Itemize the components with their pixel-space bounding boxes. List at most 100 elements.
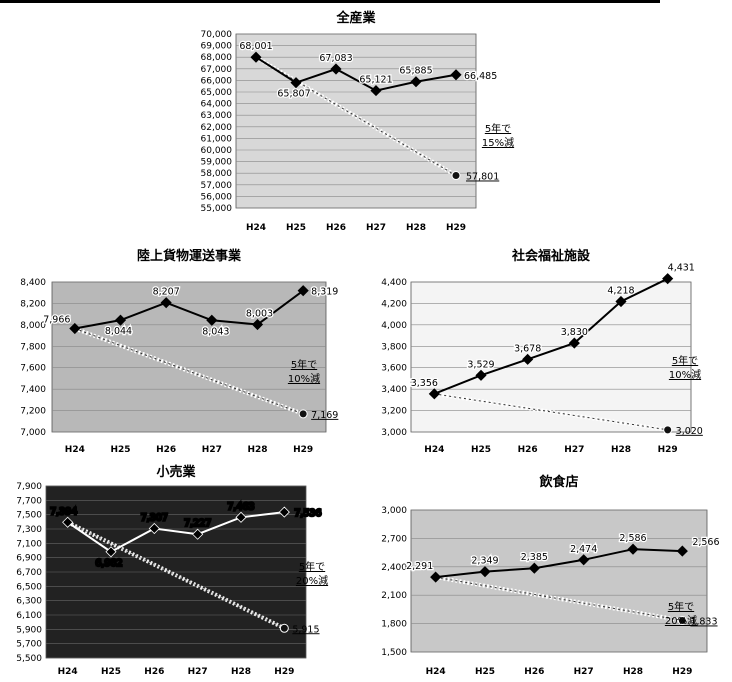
y-tick-label: 4,400 — [381, 278, 407, 288]
target-point — [677, 615, 687, 625]
data-point — [251, 318, 264, 331]
y-tick-label: 6,900 — [16, 554, 42, 564]
data-point — [69, 322, 81, 335]
x-tick-label: H29 — [293, 445, 313, 455]
data-label: 2,566 — [692, 537, 719, 548]
x-tick-label: H27 — [366, 223, 386, 233]
data-label: 65,885 — [399, 66, 432, 77]
data-point — [278, 506, 290, 518]
y-tick-label: 57,000 — [201, 181, 233, 191]
y-tick-label: 3,800 — [381, 342, 407, 352]
data-point — [206, 314, 218, 326]
x-tick-label: H28 — [611, 445, 631, 455]
chart-restaurants: 飲食店 1,500 1,800 2,100 2,400 2,700 3,000 H24 H25 H… — [365, 460, 732, 682]
data-label: 2,385 — [521, 552, 548, 563]
x-tick-label: H25 — [471, 445, 491, 455]
y-tick-label: 7,400 — [20, 385, 46, 395]
plot-area — [235, 33, 477, 209]
x-tick-label: H24 — [424, 445, 444, 455]
data-label: 65,807 — [277, 89, 310, 100]
y-tick-label: 56,000 — [201, 192, 233, 202]
chart-svg-social-welfare: 社会福祉施設 3,000 3,200 3,400 3,600 3,800 4,000 4,20… — [381, 248, 703, 455]
data-label: 65,121 — [359, 75, 392, 86]
data-point — [676, 545, 688, 557]
x-tick-label: H27 — [564, 445, 584, 455]
data-point — [568, 337, 580, 349]
data-point — [330, 63, 342, 75]
data-label: 8,003 — [246, 309, 273, 320]
y-tick-label: 1,500 — [381, 648, 407, 658]
top-rule — [0, 0, 660, 3]
y-tick-label: 5,500 — [16, 654, 42, 664]
data-label: 4,431 — [668, 263, 695, 274]
x-tick-label: H28 — [231, 667, 251, 677]
y-tick-label: 7,200 — [20, 407, 46, 417]
y-tick-label: 4,200 — [381, 299, 407, 309]
data-point — [410, 76, 422, 88]
x-tick-label: H28 — [406, 223, 426, 233]
data-point — [578, 554, 590, 566]
y-tick-label: 3,600 — [381, 364, 407, 374]
x-tick-label: H25 — [110, 445, 130, 455]
data-point — [627, 543, 639, 555]
x-tick-label: H28 — [623, 667, 643, 677]
target-point — [663, 425, 673, 435]
x-tick-label: H29 — [658, 445, 678, 455]
y-tick-label: 70,000 — [201, 30, 233, 40]
x-tick-label: H26 — [518, 445, 538, 455]
chart-title: 飲食店 — [538, 474, 578, 490]
data-label: 7,307 — [141, 512, 168, 523]
chart-title: 陸上貨物運送事業 — [137, 248, 242, 264]
data-point — [192, 528, 204, 540]
y-tick-label: 7,800 — [20, 342, 46, 352]
data-point — [148, 522, 160, 535]
x-tick-label: H24 — [246, 223, 266, 233]
x-tick-label: H27 — [574, 667, 594, 677]
y-tick-label: 68,000 — [201, 53, 233, 63]
x-tick-label: H29 — [274, 667, 294, 677]
data-label: 2,586 — [619, 533, 646, 544]
target-label: 7,169 — [311, 410, 338, 421]
target-line-inner — [67, 521, 285, 629]
reduction-annotation: 5年で — [291, 358, 317, 371]
series-line-actual — [74, 289, 304, 330]
data-point — [522, 353, 534, 365]
y-tick-label: 61,000 — [201, 134, 233, 144]
reduction-annotation: 15%減 — [482, 136, 514, 149]
y-tick-label: 5,700 — [16, 640, 42, 650]
y-tick-label: 2,400 — [381, 563, 407, 573]
reduction-annotation: 10%減 — [669, 368, 701, 381]
data-point — [370, 85, 382, 97]
y-tick-label: 7,700 — [16, 496, 42, 506]
y-tick-label: 3,000 — [381, 506, 407, 516]
x-tick-label: H27 — [202, 445, 222, 455]
data-label: 7,394 — [50, 506, 77, 517]
data-label: 7,227 — [184, 518, 211, 529]
y-tick-label: 2,700 — [381, 534, 407, 544]
y-tick-label: 3,400 — [381, 385, 407, 395]
x-tick-label: H26 — [326, 223, 346, 233]
y-tick-label: 58,000 — [201, 169, 233, 179]
plot-area — [410, 281, 692, 433]
data-point — [297, 285, 309, 297]
chart-svg-restaurants: 飲食店 1,500 1,800 2,100 2,400 2,700 3,000 H24 H25 H… — [381, 474, 721, 677]
data-point — [160, 297, 172, 309]
chart-land-freight: 陸上貨物運送事業 7,000 7,200 7,400 7,600 7,800 8,000 8,… — [0, 240, 365, 460]
data-label: 6,982 — [95, 558, 122, 569]
chart-title: 小売業 — [156, 464, 196, 480]
chart-all-industries: 全産業 55,000 56,000 57,000 58,000 59,000 60,000 6… — [180, 4, 560, 240]
data-label: 3,529 — [467, 359, 494, 370]
data-point — [428, 388, 440, 400]
reduction-annotation: 20%減 — [665, 614, 697, 627]
y-tick-label: 6,100 — [16, 611, 42, 621]
data-point — [662, 273, 674, 285]
x-tick-label: H25 — [475, 667, 495, 677]
chart-svg-land-freight: 陸上貨物運送事業 7,000 7,200 7,400 7,600 7,800 8,000 8,… — [20, 248, 339, 455]
reduction-annotation: 5年で — [485, 122, 511, 135]
y-tick-label: 63,000 — [201, 111, 233, 121]
data-label: 8,207 — [153, 287, 180, 298]
y-tick-label: 7,600 — [20, 364, 46, 374]
y-tick-label: 7,500 — [16, 511, 42, 521]
data-label: 7,463 — [227, 501, 254, 512]
